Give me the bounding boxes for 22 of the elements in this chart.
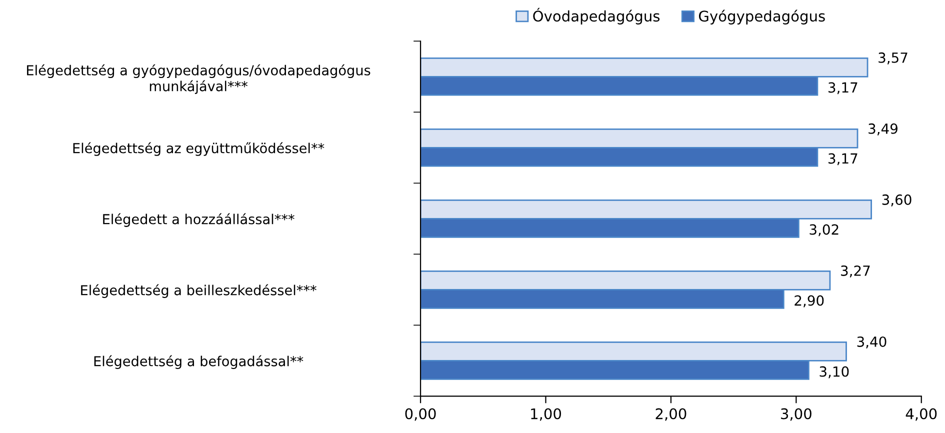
- x-tick-label: 1,00: [531, 408, 562, 421]
- y-tick-label: Elégedett a hozzáállással***: [103, 213, 294, 227]
- data-label: 3,17: [828, 153, 858, 166]
- data-label: 3,49: [868, 123, 898, 136]
- data-label: 3,57: [878, 52, 908, 64]
- data-label: 3,40: [857, 336, 886, 348]
- x-tick-label: 3,00: [781, 408, 812, 421]
- x-tick-label: 0,00: [405, 408, 436, 421]
- y-tick-label: Elégedettség a beilleszkedéssel***: [81, 284, 316, 298]
- data-label: 3,60: [882, 194, 912, 206]
- data-label: 2,90: [794, 295, 824, 308]
- x-tick-label: 2,00: [656, 408, 686, 421]
- y-tick-label: Elégedettség az együttműködéssel**: [73, 142, 324, 156]
- y-tick-label: Elégedettség a befogadással**: [94, 355, 304, 369]
- data-label: 3,02: [810, 224, 838, 236]
- x-tick-label: 4,00: [906, 408, 937, 421]
- data-label: 3,10: [820, 366, 849, 378]
- legend-label: Gyógypedagógus: [698, 10, 825, 24]
- data-label: 3,27: [841, 265, 870, 278]
- legend-label: Óvodapedagógus: [533, 8, 660, 24]
- data-label: 3,17: [828, 82, 858, 94]
- y-tick-label: Elégedettség a gyógypedagógus/óvodapedagógus munkájával***: [27, 64, 370, 94]
